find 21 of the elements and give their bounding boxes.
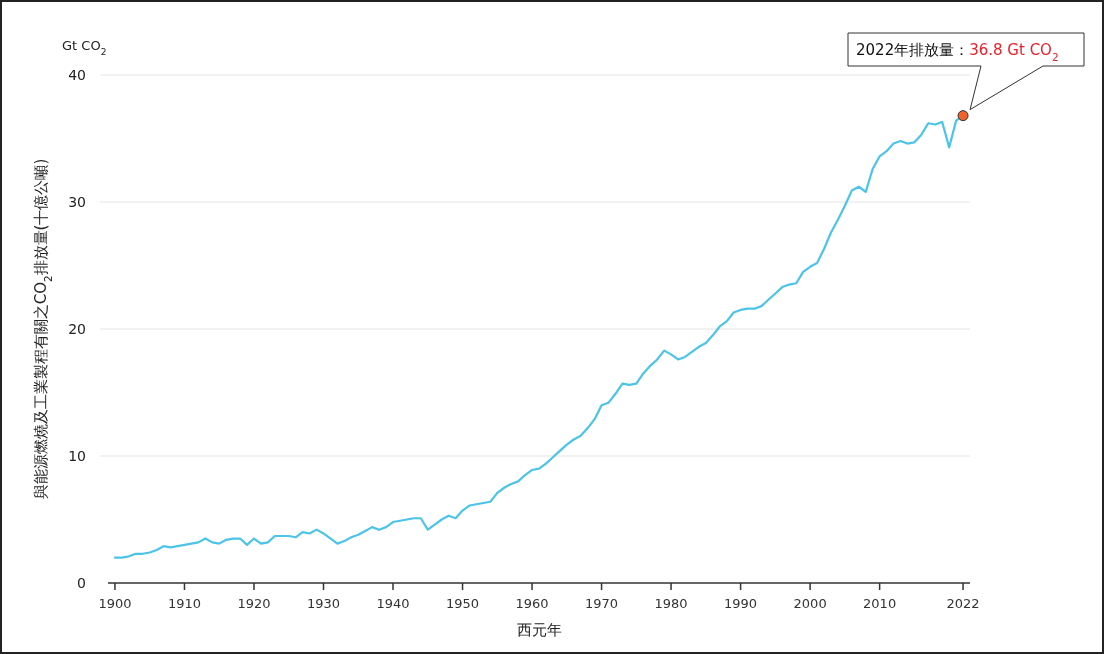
x-tick-label: 1940 bbox=[376, 596, 410, 611]
y-tick-label: 10 bbox=[68, 448, 86, 464]
x-tick-label: 2010 bbox=[863, 596, 897, 611]
text: 2022年排放量：36.8 Gt CO$_{2}$ bbox=[856, 41, 1059, 63]
x-tick-label: 1980 bbox=[654, 596, 688, 611]
x-tick-label: 1960 bbox=[515, 596, 549, 611]
x-tick-label: 1920 bbox=[237, 596, 271, 611]
x-tick-label: 1990 bbox=[724, 596, 758, 611]
x-tick-label: 1910 bbox=[167, 596, 202, 611]
x-tick-label: 1930 bbox=[306, 596, 341, 611]
x-axis-title: 西元年 bbox=[516, 621, 562, 639]
x-tick-label: 1900 bbox=[98, 596, 132, 611]
y-tick-label: 0 bbox=[77, 575, 86, 591]
text: Gt CO$_{2}$ bbox=[62, 38, 107, 57]
y-tick-label: 30 bbox=[68, 194, 86, 210]
x-tick-label: 1970 bbox=[585, 596, 619, 611]
y-tick-label: 20 bbox=[68, 321, 86, 337]
x-tick-label: 2000 bbox=[793, 596, 827, 611]
x-tick-label: 2022 bbox=[946, 596, 980, 611]
y-tick-label: 40 bbox=[68, 67, 86, 83]
x-tick-label: 1950 bbox=[445, 596, 480, 611]
